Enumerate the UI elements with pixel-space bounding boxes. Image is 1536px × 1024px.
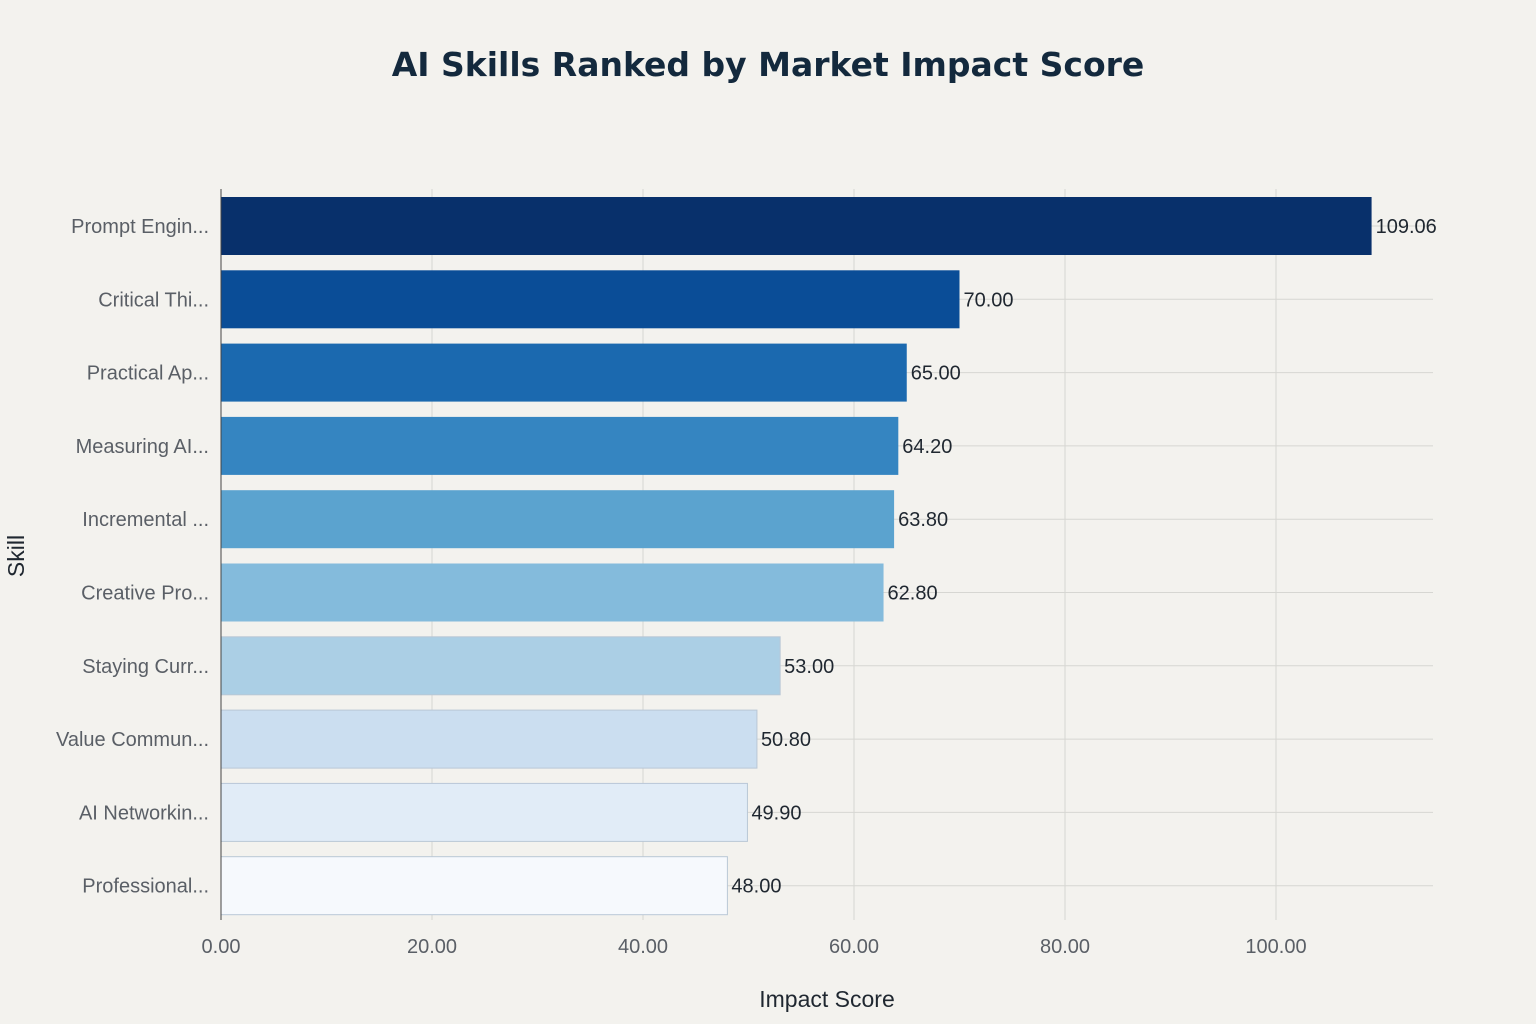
y-tick-label: Value Commun... bbox=[56, 729, 209, 751]
bar bbox=[220, 636, 781, 696]
bar-value-label: 53.00 bbox=[784, 656, 834, 678]
y-tick-labels: Prompt Engin... Critical Thi... Practical … bbox=[56, 216, 209, 898]
bar-value-label: 50.80 bbox=[761, 729, 811, 751]
bar bbox=[220, 782, 748, 842]
x-tick-label: 0.00 bbox=[202, 936, 241, 958]
bar-value-label: 48.00 bbox=[731, 876, 781, 898]
y-tick-label: AI Networkin... bbox=[79, 802, 209, 824]
bar bbox=[221, 197, 1372, 255]
data-labels: 109.06 70.00 65.00 64.20 63.80 62.80 53.00 50.8… bbox=[731, 216, 1436, 898]
x-tick-label: 60.00 bbox=[829, 936, 879, 958]
y-tick-label: Creative Pro... bbox=[81, 583, 209, 605]
y-tick-label: Critical Thi... bbox=[98, 289, 209, 311]
y-axis-title: Skill bbox=[3, 535, 29, 577]
bar bbox=[221, 343, 907, 402]
x-tick-label: 40.00 bbox=[618, 936, 668, 958]
bar bbox=[220, 856, 728, 916]
bar-value-label: 49.90 bbox=[751, 802, 801, 824]
bar bbox=[221, 563, 884, 622]
y-tick-label: Staying Curr... bbox=[82, 656, 209, 678]
bar-value-label: 65.00 bbox=[911, 363, 961, 385]
x-tick-label: 100.00 bbox=[1245, 936, 1306, 958]
y-tick-label: Prompt Engin... bbox=[71, 216, 209, 238]
chart-title: AI Skills Ranked by Market Impact Score bbox=[392, 45, 1145, 84]
bar bbox=[220, 709, 758, 769]
x-tick-labels: 0.00 20.00 40.00 60.00 80.00 100.00 bbox=[202, 936, 1307, 958]
bar-value-label: 109.06 bbox=[1376, 216, 1437, 238]
bar-value-label: 70.00 bbox=[964, 289, 1014, 311]
x-tick-label: 20.00 bbox=[407, 936, 457, 958]
bar-value-label: 63.80 bbox=[898, 509, 948, 531]
bar-value-label: 64.20 bbox=[902, 436, 952, 458]
x-tick-label: 80.00 bbox=[1040, 936, 1090, 958]
y-tick-label: Measuring AI... bbox=[76, 436, 209, 458]
bar bbox=[221, 416, 899, 475]
bars bbox=[220, 197, 1372, 916]
bar-value-label: 62.80 bbox=[888, 583, 938, 605]
y-tick-label: Professional... bbox=[82, 876, 209, 898]
bar bbox=[221, 270, 960, 329]
y-tick-label: Practical Ap... bbox=[87, 363, 209, 385]
bar bbox=[221, 490, 895, 549]
y-tick-label: Incremental ... bbox=[82, 509, 209, 531]
x-axis-title: Impact Score bbox=[759, 986, 895, 1012]
